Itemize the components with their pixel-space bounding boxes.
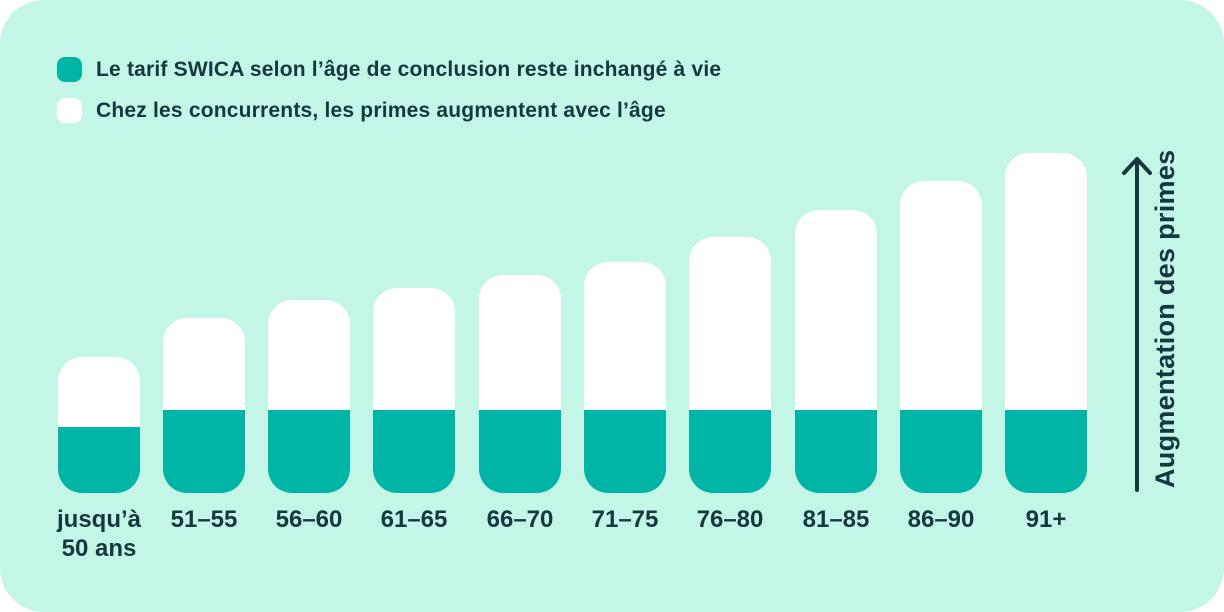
competitors-swatch-icon xyxy=(57,98,82,123)
bar-10 xyxy=(1005,153,1087,493)
x-axis-label-8: 81–85 xyxy=(802,506,870,533)
legend-item-competitors: Chez les concurrents, les primes augment… xyxy=(57,98,721,123)
x-axis-label-4: 61–65 xyxy=(380,506,448,533)
bar-7 xyxy=(689,237,771,493)
x-axis-label-9: 86–90 xyxy=(907,506,975,533)
bar-7-swica-segment xyxy=(689,410,771,493)
bar-2 xyxy=(163,318,245,493)
x-axis-label-7: 76–80 xyxy=(696,506,764,533)
bar-6 xyxy=(584,262,666,493)
swica-swatch-icon xyxy=(57,57,82,82)
bar-8-swica-segment xyxy=(795,410,877,493)
bar-1-swica-segment xyxy=(58,427,140,493)
x-axis-label-5: 66–70 xyxy=(486,506,554,533)
bar-6-swica-segment xyxy=(584,410,666,493)
bar-5 xyxy=(479,275,561,493)
legend-item-swica: Le tarif SWICA selon l’âge de conclusion… xyxy=(57,57,721,82)
bar-5-swica-segment xyxy=(479,410,561,493)
x-axis-label-1: jusqu’à 50 ans xyxy=(56,506,142,562)
bar-1 xyxy=(58,357,140,493)
legend: Le tarif SWICA selon l’âge de conclusion… xyxy=(57,57,721,123)
legend-label-swica: Le tarif SWICA selon l’âge de conclusion… xyxy=(96,57,722,81)
bar-9-swica-segment xyxy=(900,410,982,493)
x-axis-label-2: 51–55 xyxy=(170,506,238,533)
bar-8 xyxy=(795,210,877,493)
bar-2-swica-segment xyxy=(163,410,245,493)
bar-10-swica-segment xyxy=(1005,410,1087,493)
bar-4-swica-segment xyxy=(373,410,455,493)
bar-9 xyxy=(900,181,982,493)
bar-3-swica-segment xyxy=(268,410,350,493)
x-axis-label-6: 71–75 xyxy=(591,506,659,533)
x-axis-label-3: 56–60 xyxy=(275,506,343,533)
bar-3 xyxy=(268,300,350,493)
arrow-label: Augmentation des primes xyxy=(1150,149,1180,488)
x-axis-label-10: 91+ xyxy=(1025,506,1067,533)
bar-4 xyxy=(373,288,455,493)
legend-label-competitors: Chez les concurrents, les primes augment… xyxy=(96,98,666,122)
